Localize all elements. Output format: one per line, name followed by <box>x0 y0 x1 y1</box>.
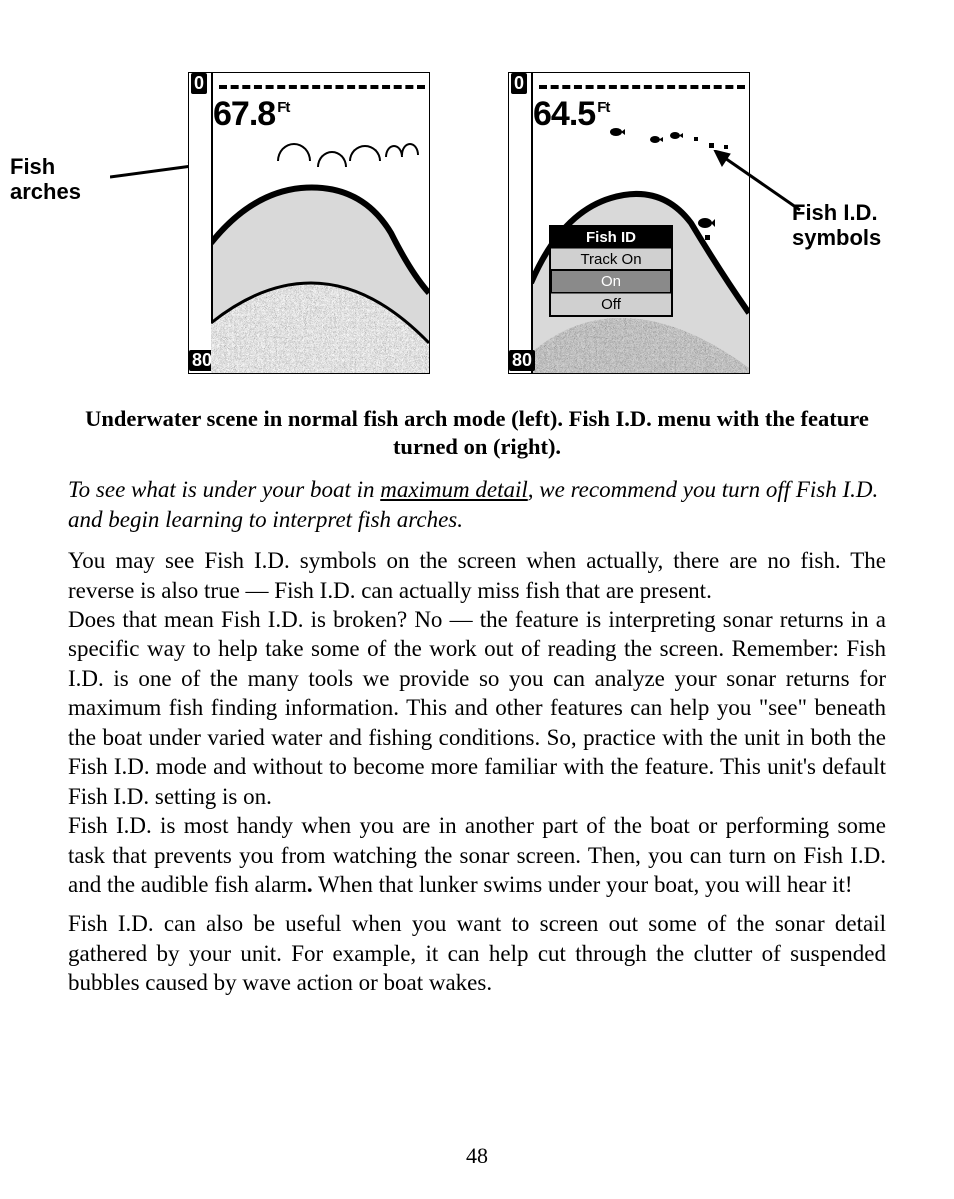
fish-id-symbol-icon <box>709 143 714 148</box>
depth-unit: Ft <box>597 99 609 116</box>
depth-unit: Ft <box>277 99 289 116</box>
depth-scale: 0 80 <box>189 73 213 373</box>
sonar-screen-fishid-mode: 0 80 64.5Ft Fi <box>508 72 750 374</box>
label-fish-arches: Fish arches <box>10 154 81 205</box>
scale-top: 0 <box>191 73 207 94</box>
fish-arch-icon <box>317 151 347 167</box>
surface-line <box>539 85 745 89</box>
arrow-right-icon <box>708 150 808 220</box>
paragraph-body: Fish I.D. is most handy when you are in … <box>68 811 886 899</box>
label-text: symbols <box>792 225 881 250</box>
bottom-contour-icon <box>211 183 429 373</box>
fish-id-symbol-icon <box>724 145 728 149</box>
paragraph-body: You may see Fish I.D. symbols on the scr… <box>68 546 886 605</box>
menu-item-track-on[interactable]: Track On <box>551 248 671 270</box>
text-underlined: maximum detail <box>380 477 528 502</box>
page-number: 48 <box>0 1143 954 1169</box>
label-text: arches <box>10 179 81 204</box>
depth-readout: 64.5Ft <box>533 95 607 134</box>
depth-value: 67.8 <box>213 95 275 133</box>
sonar-screen-arch-mode: 0 80 67.8Ft <box>188 72 430 374</box>
menu-title: Fish ID <box>551 227 671 248</box>
fish-id-menu[interactable]: Fish ID Track On On Off <box>549 225 673 317</box>
depth-scale: 0 80 <box>509 73 533 373</box>
paragraph-recommendation: To see what is under your boat in maximu… <box>68 475 886 534</box>
paragraph-body: Fish I.D. can also be useful when you wa… <box>68 909 886 997</box>
fish-id-symbol-icon <box>669 131 683 140</box>
surface-line <box>219 85 425 89</box>
menu-item-on[interactable]: On <box>550 269 672 294</box>
depth-value: 64.5 <box>533 95 595 133</box>
fish-id-symbol-icon <box>694 137 698 141</box>
fish-id-symbol-icon <box>649 135 663 144</box>
text: To see what is under your boat in <box>68 477 380 502</box>
fish-arch-icon <box>401 143 419 155</box>
paragraph-body: Does that mean Fish I.D. is broken? No —… <box>68 605 886 811</box>
fish-arch-icon <box>349 145 381 161</box>
label-text: Fish <box>10 154 55 179</box>
menu-item-off[interactable]: Off <box>551 293 671 315</box>
text: When that lunker swims under your boat, … <box>313 872 853 897</box>
fish-id-symbol-icon <box>609 127 625 137</box>
figure-area: Fish arches 0 80 67.8Ft <box>68 72 886 397</box>
fish-arch-icon <box>277 143 311 161</box>
depth-readout: 67.8Ft <box>213 95 287 134</box>
scale-top: 0 <box>511 73 527 94</box>
figure-caption: Underwater scene in normal fish arch mod… <box>68 405 886 461</box>
